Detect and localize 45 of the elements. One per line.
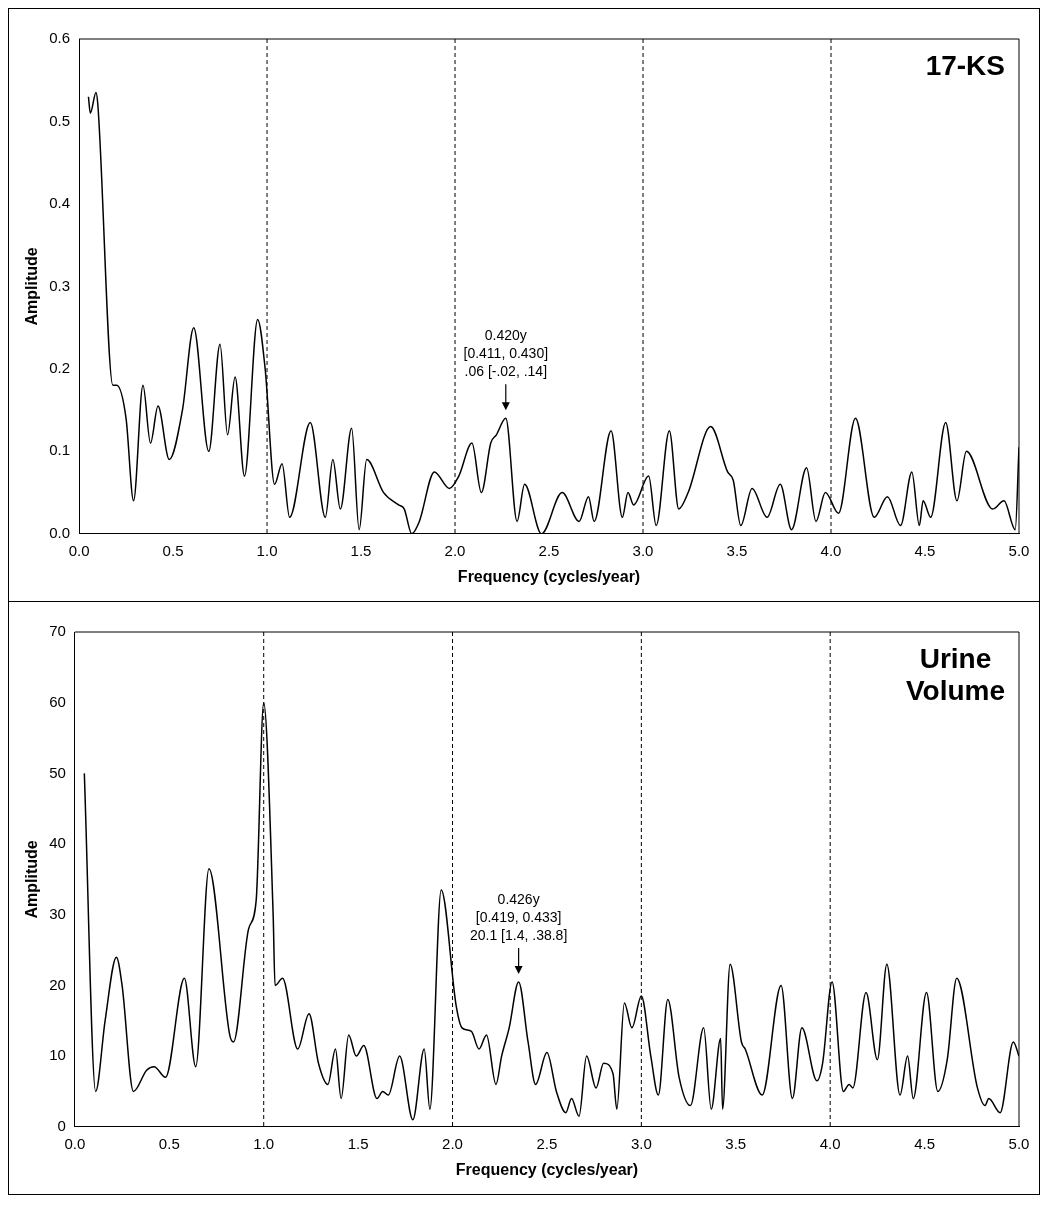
x-tick-label: 1.5 — [350, 541, 372, 559]
x-tick-label: 4.5 — [914, 541, 936, 559]
x-tick-label: 0.0 — [68, 541, 90, 559]
x-axis-title: Frequency (cycles/year) — [455, 1160, 639, 1178]
x-tick-label: 4.5 — [914, 1134, 936, 1152]
x-tick-label: 1.5 — [347, 1134, 369, 1152]
x-tick-label: 0.0 — [64, 1134, 86, 1152]
x-tick-label: 2.0 — [444, 541, 466, 559]
x-tick-label: 2.5 — [536, 1134, 558, 1152]
x-tick-label: 4.0 — [819, 1134, 841, 1152]
y-axis-title: Amplitude — [23, 840, 41, 919]
x-tick-label: 2.5 — [538, 541, 560, 559]
y-tick-label: 0.6 — [49, 29, 71, 47]
x-tick-label: 5.0 — [1008, 1134, 1030, 1152]
y-tick-label: 0.0 — [49, 523, 71, 541]
x-tick-label: 4.0 — [820, 541, 842, 559]
y-tick-label: 40 — [49, 834, 66, 852]
x-tick-label: 0.5 — [158, 1134, 180, 1152]
chart-title: 17-KS — [925, 49, 1005, 81]
annotation: 0.426y [0.419, 0.433] 20.1 [1.4, .38.8] — [469, 890, 568, 943]
y-axis-title: Amplitude — [23, 247, 41, 326]
y-tick-label: 30 — [49, 904, 66, 922]
x-tick-label: 1.0 — [253, 1134, 275, 1152]
y-tick-label: 0.1 — [49, 441, 71, 459]
x-tick-label: 3.5 — [726, 541, 748, 559]
y-tick-label: 0.2 — [49, 359, 71, 377]
y-tick-label: 70 — [49, 622, 66, 640]
y-tick-label: 0.5 — [49, 111, 71, 129]
y-tick-label: 10 — [49, 1046, 66, 1064]
y-tick-label: 0.3 — [49, 276, 71, 294]
annotation: 0.420y [0.411, 0.430] .06 [-.02, .14] — [463, 327, 549, 380]
x-axis-title: Frequency (cycles/year) — [457, 567, 641, 585]
x-tick-label: 3.5 — [725, 1134, 747, 1152]
x-tick-label: 2.0 — [442, 1134, 463, 1152]
y-tick-label: 60 — [49, 692, 66, 710]
x-tick-label: 0.5 — [162, 541, 184, 559]
y-tick-label: 20 — [49, 975, 66, 993]
x-tick-label: 5.0 — [1008, 541, 1030, 559]
text: Urine Volume — [905, 642, 1005, 706]
x-tick-label: 3.0 — [632, 541, 654, 559]
y-tick-label: 0 — [57, 1116, 66, 1134]
y-tick-label: 0.4 — [49, 194, 71, 212]
x-tick-label: 3.0 — [630, 1134, 652, 1152]
x-tick-label: 1.0 — [256, 541, 278, 559]
y-tick-label: 50 — [49, 763, 66, 781]
